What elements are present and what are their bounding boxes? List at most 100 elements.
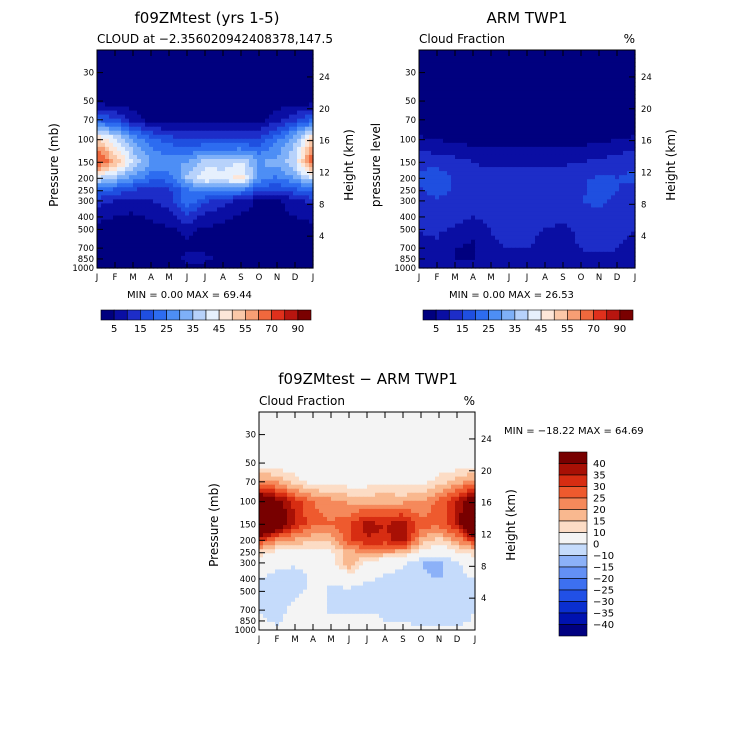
model-cell [153, 183, 158, 188]
model-cell [129, 130, 134, 136]
obs-cell [483, 134, 488, 140]
model-cell [113, 243, 118, 249]
model-cell [285, 66, 290, 71]
obs-cell [483, 98, 488, 104]
model-cell [205, 211, 210, 217]
model-cell [205, 114, 210, 120]
model-cell [145, 70, 150, 75]
model-cell [221, 239, 226, 245]
obs-cell [447, 106, 452, 112]
obs-cell [571, 163, 576, 168]
model-cell [145, 191, 150, 196]
model-cell [125, 175, 130, 180]
model-cell [293, 150, 298, 156]
obs-cell [479, 74, 484, 79]
model-cell [109, 243, 114, 249]
model-cell [305, 70, 310, 75]
model-cell [117, 219, 122, 225]
model-cell [173, 167, 178, 172]
model-cell [209, 215, 214, 221]
model-cell [149, 239, 154, 245]
obs-cell [499, 126, 504, 132]
obs-cell [483, 70, 488, 75]
obs-cell [443, 106, 448, 112]
model-cell [177, 102, 182, 108]
model-cell [113, 159, 118, 164]
obs-cell [551, 159, 556, 164]
obs-cell [591, 114, 596, 120]
model-cell [129, 187, 134, 192]
model-cell [173, 251, 178, 257]
obs-cell [575, 122, 580, 128]
model-cell [117, 154, 122, 160]
obs-cell [439, 78, 444, 83]
model-colorbar-label: 70 [265, 324, 278, 335]
model-cell [189, 106, 194, 112]
model-cell [129, 82, 134, 87]
model-cell [285, 134, 290, 140]
model-cell [237, 183, 242, 188]
model-cell [129, 183, 134, 188]
model-cell [149, 122, 154, 128]
model-cell [133, 114, 138, 120]
model-cell [253, 207, 258, 213]
obs-cell [567, 78, 572, 83]
model-cell [197, 199, 202, 205]
model-cell [301, 159, 306, 164]
model-cell [113, 219, 118, 225]
model-cell [289, 251, 294, 257]
obs-cell [591, 134, 596, 140]
model-cell [273, 203, 278, 209]
model-cell [301, 247, 306, 253]
model-cell [117, 134, 122, 140]
obs-cell [519, 114, 524, 120]
model-cell [249, 195, 254, 200]
model-cell [253, 98, 258, 104]
model-cell [177, 146, 182, 152]
obs-cell [623, 118, 628, 124]
model-cell [233, 243, 238, 249]
obs-cell [495, 175, 500, 180]
model-cell [301, 142, 306, 148]
model-cell [201, 179, 206, 184]
obs-cell [583, 191, 588, 196]
model-cell [181, 118, 186, 124]
model-cell [265, 58, 270, 63]
obs-cell [487, 86, 492, 91]
obs-cell [547, 134, 552, 140]
obs-cell [591, 175, 596, 180]
obs-cell [523, 191, 528, 196]
obs-cell [499, 102, 504, 108]
model-cell [201, 154, 206, 160]
obs-cell [451, 142, 456, 148]
obs-cell [551, 183, 556, 188]
model-cell [289, 239, 294, 245]
obs-cell [627, 146, 632, 152]
model-cell [305, 211, 310, 217]
obs-cell [543, 134, 548, 140]
model-cell [241, 90, 246, 96]
model-cell [229, 211, 234, 217]
model-cell [145, 142, 150, 148]
model-cell [117, 82, 122, 87]
model-cell [161, 150, 166, 156]
obs-cell [463, 122, 468, 128]
model-cell [181, 203, 186, 209]
model-cell [101, 78, 106, 83]
model-cell [301, 126, 306, 132]
model-cell [289, 175, 294, 180]
obs-cell [519, 159, 524, 164]
model-cell [285, 82, 290, 87]
model-cell [249, 146, 254, 152]
model-cell [213, 187, 218, 192]
obs-cell [575, 102, 580, 108]
obs-cell [619, 134, 624, 140]
model-cell [261, 122, 266, 128]
obs-cell [531, 74, 536, 79]
obs-cell [515, 86, 520, 91]
obs-cell [475, 195, 480, 200]
model-cell [261, 263, 266, 269]
model-cell [185, 102, 190, 108]
model-cell [137, 154, 142, 160]
model-cell [189, 66, 194, 71]
